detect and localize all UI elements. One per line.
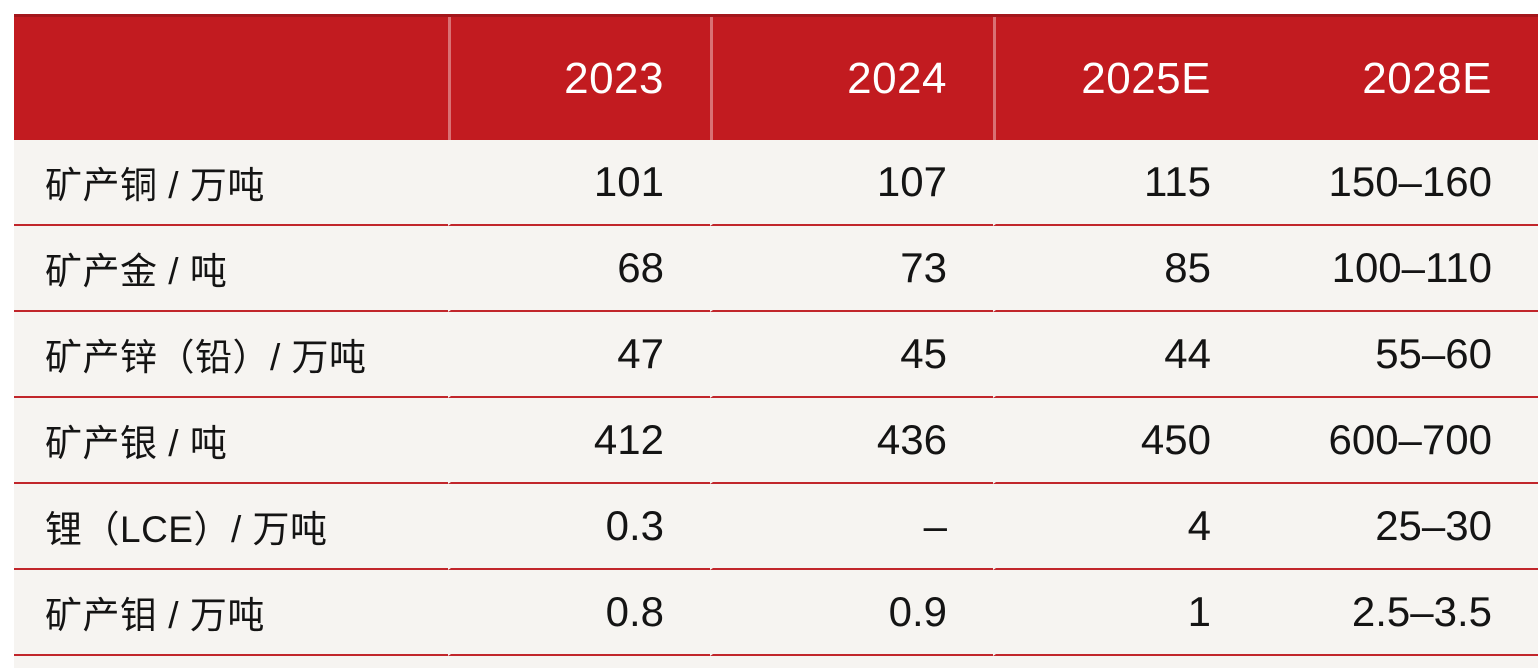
mineral-production-table: 2023 2024 2025E 2028E 矿产铜 / 万吨 101 107 115 150–… (14, 14, 1538, 668)
row-label-cell: 矿产铜 / 万吨 (14, 140, 448, 226)
value-cell: 115 (993, 140, 1257, 226)
row-label-cell: 矿产金 / 吨 (14, 226, 448, 312)
table-row: 矿产银 / 吨 412 436 450 600–700 (14, 398, 1538, 484)
table-row: 矿产锌（铅）/ 万吨 47 45 44 55–60 (14, 312, 1538, 398)
value-cell: 412 (448, 398, 710, 484)
cutoff-row-strip (14, 656, 1538, 668)
row-label-cell: 锂（LCE）/ 万吨 (14, 484, 448, 570)
table-header-row: 2023 2024 2025E 2028E (14, 14, 1538, 140)
value-cell: 1 (993, 570, 1257, 656)
value-cell: 68 (448, 226, 710, 312)
value-cell: 0.3 (448, 484, 710, 570)
value-cell: 150–160 (1257, 140, 1538, 226)
value-cell: 25–30 (1257, 484, 1538, 570)
header-cell-year: 2025E (993, 17, 1257, 140)
header-cell-blank (14, 17, 448, 140)
value-cell: 47 (448, 312, 710, 398)
row-label-cell: 矿产钼 / 万吨 (14, 570, 448, 656)
value-cell: – (710, 484, 993, 570)
table-row: 矿产铜 / 万吨 101 107 115 150–160 (14, 140, 1538, 226)
table-row: 矿产金 / 吨 68 73 85 100–110 (14, 226, 1538, 312)
value-cell: 85 (993, 226, 1257, 312)
value-cell: 0.8 (448, 570, 710, 656)
value-cell: 4 (993, 484, 1257, 570)
row-label-cell: 矿产锌（铅）/ 万吨 (14, 312, 448, 398)
value-cell: 73 (710, 226, 993, 312)
table-row: 锂（LCE）/ 万吨 0.3–4 25–30 (14, 484, 1538, 570)
header-cell-year: 2024 (710, 17, 993, 140)
value-cell: 436 (710, 398, 993, 484)
value-cell: 44 (993, 312, 1257, 398)
value-cell: 0.9 (710, 570, 993, 656)
value-cell: 2.5–3.5 (1257, 570, 1538, 656)
value-cell: 55–60 (1257, 312, 1538, 398)
header-cell-year: 2028E (1362, 53, 1492, 103)
value-cell: 45 (710, 312, 993, 398)
value-cell: 100–110 (1257, 226, 1538, 312)
table-row: 矿产钼 / 万吨 0.8 0.9 1 2.5–3.5 (14, 570, 1538, 656)
row-label-cell: 矿产银 / 吨 (14, 398, 448, 484)
value-cell: 450 (993, 398, 1257, 484)
value-cell: 101 (448, 140, 710, 226)
table-body: 矿产铜 / 万吨 101 107 115 150–160 矿产金 / 吨 68 73 85 100… (14, 140, 1538, 656)
value-cell: 600–700 (1257, 398, 1538, 484)
value-cell: 107 (710, 140, 993, 226)
header-cell-year: 2023 (448, 17, 710, 140)
